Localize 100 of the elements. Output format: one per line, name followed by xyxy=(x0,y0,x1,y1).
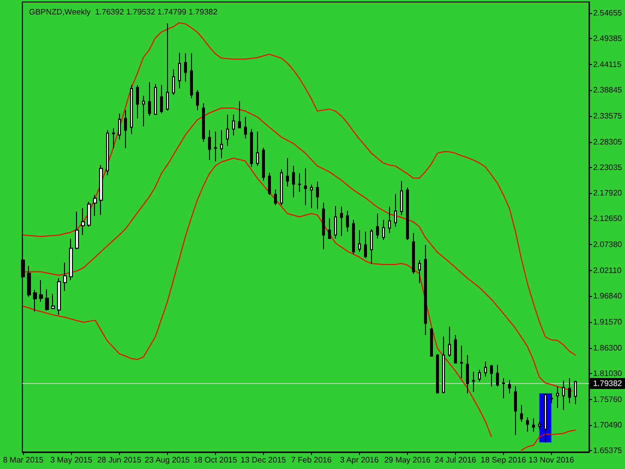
candlestick xyxy=(526,416,529,432)
candlestick xyxy=(466,354,469,394)
candlestick xyxy=(550,392,553,404)
candlestick xyxy=(75,211,79,250)
candlestick xyxy=(382,219,385,240)
candlestick xyxy=(322,202,325,250)
x-tick-label: 18 Sep 2016 xyxy=(480,456,527,464)
y-tick-label: 2.23035 xyxy=(593,163,623,172)
candlestick xyxy=(178,52,181,89)
candlestick xyxy=(118,112,121,140)
candlestick xyxy=(214,131,217,162)
candlestick xyxy=(250,128,253,168)
y-tick-label: 2.28305 xyxy=(593,137,623,146)
ref-line-label: 1.79382 xyxy=(593,379,623,388)
candlestick xyxy=(310,184,313,209)
candlestick xyxy=(130,84,133,135)
candlestick xyxy=(51,293,55,310)
x-tick-label: 24 Jul 2016 xyxy=(434,456,477,464)
candlestick xyxy=(172,68,175,96)
candlestick xyxy=(63,262,67,292)
candlestick xyxy=(478,369,481,382)
candlestick xyxy=(244,116,247,139)
candlestick xyxy=(93,194,97,216)
candlestick xyxy=(502,378,505,399)
candlestick xyxy=(346,210,349,232)
candlestick xyxy=(304,168,307,206)
candlestick xyxy=(418,260,421,284)
candlestick xyxy=(340,206,343,237)
candlestick xyxy=(57,278,61,316)
candlestick xyxy=(232,114,235,136)
x-tick-label: 23 Aug 2015 xyxy=(144,456,190,464)
candlestick xyxy=(364,231,367,259)
y-tick-label: 1.96840 xyxy=(593,292,623,301)
candlestick xyxy=(406,187,409,240)
candlestick xyxy=(448,326,451,358)
candlestick xyxy=(556,386,559,409)
y-tick-label: 1.75760 xyxy=(593,394,623,404)
x-tick-label: 7 Feb 2016 xyxy=(291,456,332,464)
candlestick xyxy=(496,364,499,387)
candlestick xyxy=(400,180,403,216)
candlestick xyxy=(87,201,91,228)
candlestick xyxy=(69,238,73,281)
candlestick xyxy=(424,244,427,336)
candlestick xyxy=(184,52,187,82)
candlestick xyxy=(388,206,391,234)
candlestick xyxy=(316,181,319,210)
candlestick xyxy=(106,130,109,176)
candlestick xyxy=(112,128,115,149)
y-tick-label: 2.38845 xyxy=(593,86,623,95)
candlestick xyxy=(81,208,85,236)
candlestick xyxy=(190,52,193,99)
candlestick xyxy=(514,385,517,436)
candlestick xyxy=(286,158,289,188)
y-tick-label: 2.49385 xyxy=(593,34,623,44)
candlestick xyxy=(442,336,445,394)
x-tick-label: 3 Apr 2016 xyxy=(340,456,380,464)
candlestick xyxy=(508,380,511,394)
x-tick-label: 28 Jun 2015 xyxy=(97,456,142,464)
candlestick xyxy=(484,360,487,378)
line-series xyxy=(22,108,572,392)
candlestick xyxy=(370,228,373,264)
candlestick xyxy=(430,328,433,358)
x-tick-label: 3 May 2015 xyxy=(50,456,93,464)
candlestick xyxy=(280,168,283,206)
candlestick xyxy=(562,380,565,410)
candlestick xyxy=(394,193,397,228)
candlestick xyxy=(574,380,577,405)
candlestick xyxy=(27,265,31,298)
candlestick xyxy=(490,364,493,387)
y-tick-label: 2.17920 xyxy=(593,188,623,198)
x-tick-label: 8 Mar 2015 xyxy=(2,456,44,464)
candlestick xyxy=(352,219,355,255)
y-tick-label: 2.12650 xyxy=(593,214,623,224)
candlestick xyxy=(148,82,151,116)
candlestick xyxy=(45,288,49,312)
candlestick xyxy=(538,421,541,430)
y-tick-label: 2.44115 xyxy=(593,60,622,69)
candlestick xyxy=(532,418,535,432)
y-tick-label: 1.86300 xyxy=(593,343,623,352)
x-tick-label: 29 May 2016 xyxy=(384,456,431,464)
x-tick-label: 13 Nov 2016 xyxy=(528,456,575,464)
candlestick xyxy=(460,345,463,379)
candlestick xyxy=(454,334,457,364)
y-tick-label: 1.65375 xyxy=(593,446,623,455)
candlestick xyxy=(124,110,127,149)
candlestick xyxy=(334,206,337,239)
candlestick xyxy=(292,165,295,198)
line-series xyxy=(22,22,576,356)
candlestick xyxy=(238,100,241,129)
y-tick-label: 2.07380 xyxy=(593,240,623,249)
candlestick xyxy=(154,84,157,116)
candlestick xyxy=(544,393,547,443)
candlestick xyxy=(33,289,37,312)
candlestick xyxy=(376,212,379,239)
candlestick xyxy=(328,218,331,240)
candlestick xyxy=(568,378,571,404)
candlestick xyxy=(412,232,415,274)
candlestick xyxy=(274,188,277,206)
candlestick xyxy=(39,280,43,302)
y-tick-label: 1.70490 xyxy=(593,420,623,430)
